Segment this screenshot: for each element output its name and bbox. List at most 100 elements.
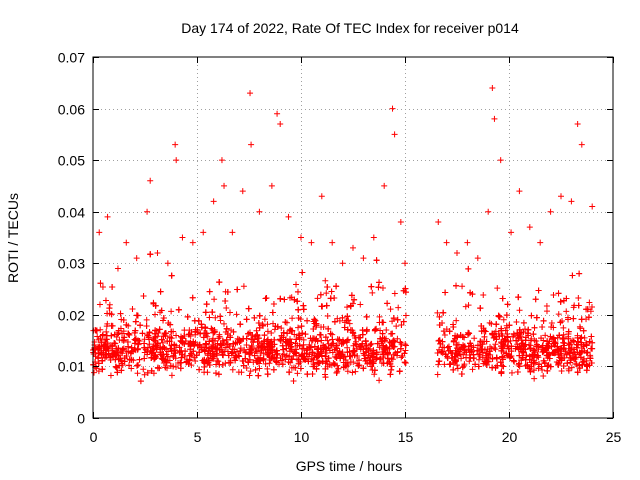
background-point xyxy=(168,272,175,279)
background-point xyxy=(95,345,102,352)
data-point xyxy=(173,157,180,164)
background-point xyxy=(179,339,186,346)
background-point xyxy=(96,301,103,308)
background-point xyxy=(492,346,499,353)
background-point xyxy=(226,359,233,366)
background-point xyxy=(453,282,460,289)
background-point xyxy=(104,320,111,327)
background-point xyxy=(371,371,378,378)
background-point xyxy=(313,365,320,372)
background-point xyxy=(460,343,467,350)
background-point xyxy=(325,355,332,362)
background-point xyxy=(368,350,375,357)
grid-lines xyxy=(93,57,613,418)
background-point xyxy=(207,350,214,357)
background-point xyxy=(240,362,247,369)
background-point xyxy=(201,369,208,376)
background-point xyxy=(504,334,511,341)
background-point xyxy=(299,269,306,276)
background-point xyxy=(339,314,346,321)
background-point xyxy=(299,330,306,337)
background-point xyxy=(118,367,125,374)
background-point xyxy=(256,343,263,350)
background-point xyxy=(451,353,458,360)
background-point xyxy=(563,308,570,315)
background-point xyxy=(567,357,574,364)
background-point xyxy=(263,346,270,353)
background-point xyxy=(467,340,474,347)
background-point xyxy=(163,359,170,366)
background-point xyxy=(305,358,312,365)
background-point xyxy=(478,323,485,330)
background-point xyxy=(533,314,540,321)
background-point xyxy=(300,302,307,309)
background-point xyxy=(523,352,530,359)
background-point xyxy=(371,327,378,334)
background-point xyxy=(376,377,383,384)
background-point xyxy=(136,338,143,345)
background-point xyxy=(293,281,300,288)
background-point xyxy=(144,348,151,355)
background-point xyxy=(233,311,240,318)
background-point xyxy=(322,334,329,341)
axes: 0 5 10 15 20 25 0 0.01 0.02 0.03 0.04 0.05 0.06 0.07 xyxy=(58,50,622,446)
background-point xyxy=(317,350,324,357)
background-point xyxy=(168,308,175,315)
background-point xyxy=(195,317,202,324)
background-point xyxy=(506,351,513,358)
x-tick-label: 15 xyxy=(398,429,414,445)
background-point xyxy=(322,371,329,378)
background-point xyxy=(240,335,247,342)
background-point xyxy=(119,346,126,353)
background-point xyxy=(297,365,304,372)
background-point xyxy=(575,302,582,309)
background-point xyxy=(465,302,472,309)
background-point xyxy=(352,335,359,342)
background-point xyxy=(302,331,309,338)
background-point xyxy=(137,322,144,329)
data-point xyxy=(389,105,396,112)
background-point xyxy=(184,313,191,320)
background-point xyxy=(574,369,581,376)
background-point xyxy=(240,283,247,290)
background-point xyxy=(216,361,223,368)
background-point xyxy=(213,350,220,357)
background-point xyxy=(515,294,522,301)
background-point xyxy=(390,337,397,344)
background-point xyxy=(282,319,289,326)
background-point xyxy=(588,333,595,340)
background-point xyxy=(391,290,398,297)
background-point xyxy=(236,347,243,354)
background-point xyxy=(507,354,514,361)
background-point xyxy=(292,340,299,347)
background-point xyxy=(337,355,344,362)
background-point xyxy=(272,323,279,330)
background-point xyxy=(132,318,139,325)
data-point xyxy=(247,90,254,97)
background-point xyxy=(560,335,567,342)
background-point xyxy=(324,312,331,319)
background-point xyxy=(222,298,229,305)
background-point xyxy=(540,348,547,355)
data-point xyxy=(547,208,554,215)
background-point xyxy=(307,344,314,351)
data-point xyxy=(568,198,575,205)
background-point xyxy=(318,337,325,344)
background-point xyxy=(304,371,311,378)
background-point xyxy=(255,357,262,364)
background-point xyxy=(402,285,409,292)
background-point xyxy=(114,369,121,376)
background-point xyxy=(263,294,270,301)
background-point xyxy=(256,324,263,331)
background-point xyxy=(322,277,329,284)
background-point xyxy=(569,337,576,344)
background-point xyxy=(202,340,209,347)
background-point xyxy=(90,351,97,358)
background-point xyxy=(516,360,523,367)
background-point xyxy=(278,325,285,332)
data-point xyxy=(485,208,492,215)
background-point xyxy=(519,339,526,346)
data-point xyxy=(558,193,564,200)
background-point xyxy=(204,333,211,340)
background-point xyxy=(309,370,316,377)
